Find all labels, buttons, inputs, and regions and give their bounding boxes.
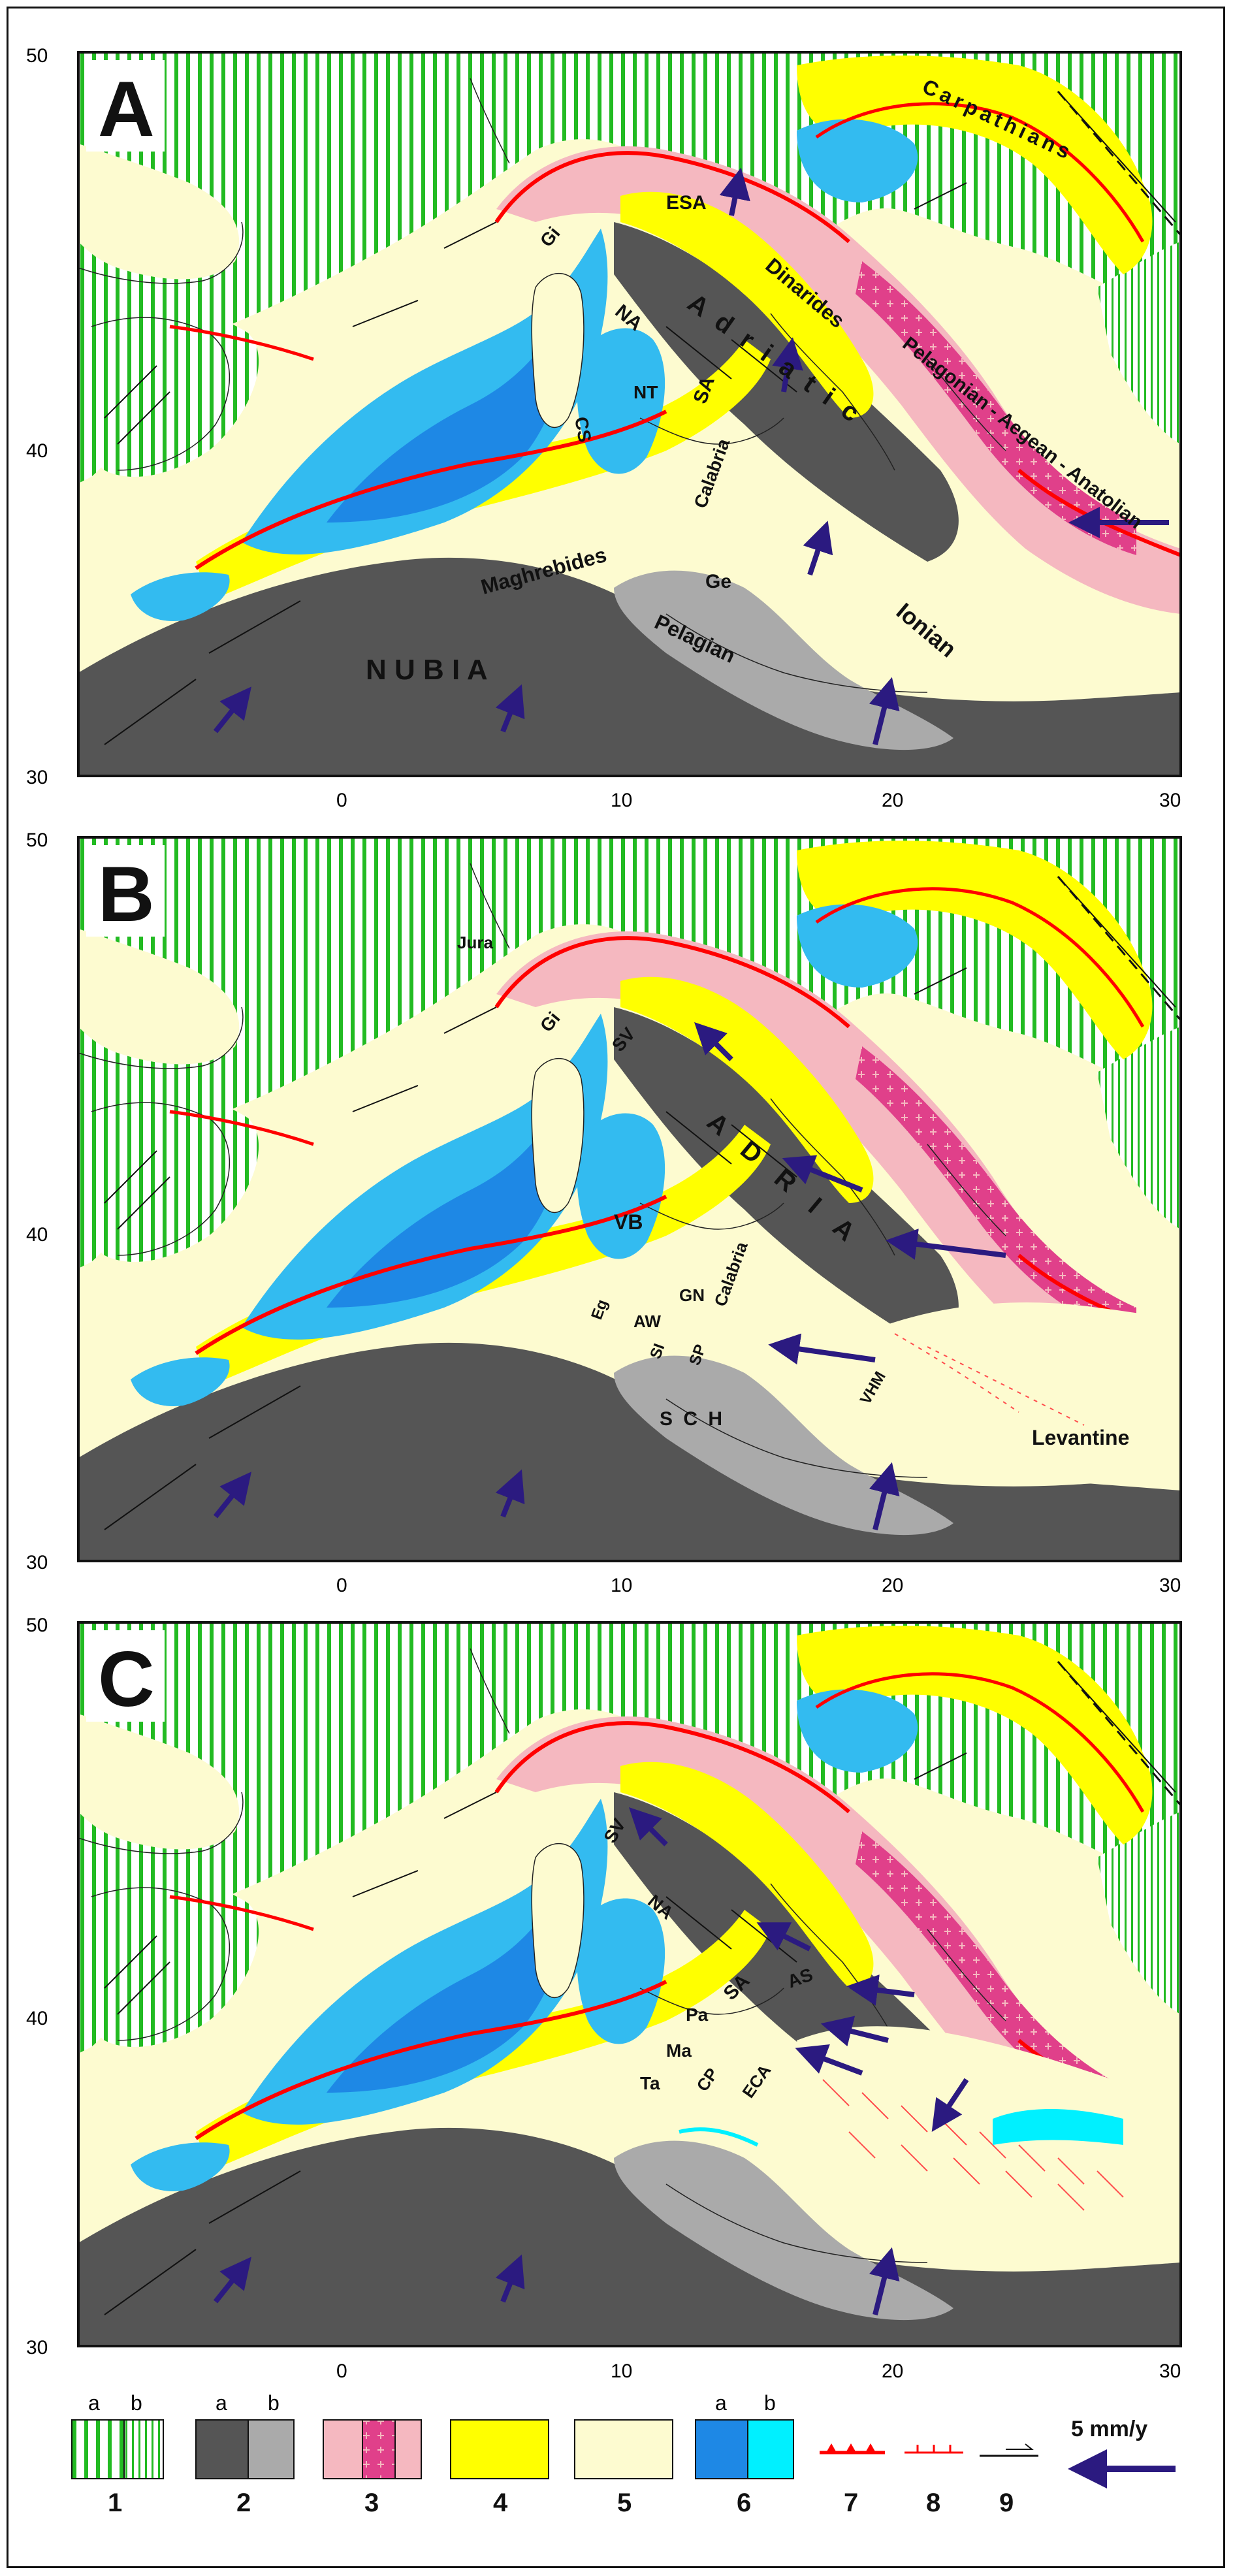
motion-arrows-B <box>213 1022 1006 1530</box>
lat-tick-C-50: 50 <box>26 1615 48 1636</box>
lon-tick-B-30: 30 <box>1159 1575 1181 1596</box>
label-levantine: Levantine <box>1032 1426 1129 1449</box>
axis-B: 50 40 30 0 10 20 30 <box>26 829 1181 1596</box>
label-ge: Ge <box>705 571 731 592</box>
legend-num-9: 9 <box>999 2488 1014 2517</box>
lat-tick-B-30: 30 <box>26 1552 48 1573</box>
legend-item-9: 9 <box>980 2443 1038 2517</box>
lat-tick-C-30: 30 <box>26 2337 48 2359</box>
lon-tick-B-10: 10 <box>611 1575 632 1596</box>
lon-tick-B-20: 20 <box>882 1575 903 1596</box>
axis-A: 50 40 30 0 10 20 30 <box>26 45 1181 811</box>
panel-letter-box-B <box>86 845 165 937</box>
lon-tick-C-10: 10 <box>611 2360 632 2382</box>
legend-item-1: a b 1 <box>71 2391 164 2517</box>
legend-item-5: 5 <box>574 2419 673 2517</box>
panel-C: C SV NA SA AS Pa Ma Ta CP ECA <box>78 1622 1181 2346</box>
label-ta: Ta <box>640 2073 660 2093</box>
label-sch: S C H <box>660 1408 725 1430</box>
motion-arrows-A <box>213 167 1169 745</box>
panel-letter-C: C <box>98 1635 155 1723</box>
legend-item-6: a b 6 <box>695 2391 794 2517</box>
label-vb: VB <box>614 1210 643 1234</box>
velocity-label: 5 mm/y <box>1071 2417 1147 2441</box>
legend-num-6: 6 <box>737 2488 751 2517</box>
legend-num-7: 7 <box>844 2488 858 2517</box>
legend-sub-2a: a <box>216 2391 227 2415</box>
legend-item-8: 8 <box>905 2445 963 2517</box>
lon-tick-A-0: 0 <box>336 790 347 811</box>
legend-num-2: 2 <box>236 2488 251 2517</box>
label-nt: NT <box>633 382 658 402</box>
legend-num-4: 4 <box>493 2488 508 2517</box>
legend-num-5: 5 <box>617 2488 632 2517</box>
label-ma: Ma <box>666 2040 692 2061</box>
lon-tick-C-20: 20 <box>882 2360 903 2382</box>
figure-frame <box>7 7 1225 2568</box>
label-esa: ESA <box>666 192 707 214</box>
legend-item-2: a b 2 <box>195 2391 295 2517</box>
label-jura: Jura <box>457 933 493 952</box>
legend-item-4: 4 <box>450 2419 549 2517</box>
panel-letter-A: A <box>98 65 155 153</box>
lon-tick-A-30: 30 <box>1159 790 1181 811</box>
panel-letter-B: B <box>98 850 155 938</box>
legend-item-3: 3 <box>323 2419 422 2517</box>
lat-tick-B-40: 40 <box>26 1224 48 1246</box>
lat-tick-A-50: 50 <box>26 45 48 67</box>
lon-tick-A-10: 10 <box>611 790 632 811</box>
lat-tick-C-40: 40 <box>26 2008 48 2029</box>
panel-letter-box-A <box>86 60 165 152</box>
legend: a b 1 a b 2 3 4 5 <box>71 2391 1176 2517</box>
panel-A: A Carpathians Dinarides A d r i a t i c … <box>78 52 1181 776</box>
velocity-scale: 5 mm/y <box>1068 2417 1176 2488</box>
lat-tick-A-40: 40 <box>26 440 48 462</box>
legend-num-1: 1 <box>108 2488 122 2517</box>
panel-letter-box-C <box>86 1630 165 1722</box>
label-nubia: N U B I A <box>366 654 488 686</box>
label-aw: AW <box>633 1312 661 1331</box>
motion-arrows-C <box>213 1807 969 2315</box>
legend-sub-2b: b <box>268 2391 280 2415</box>
label-pa: Pa <box>686 2004 709 2025</box>
lat-tick-B-50: 50 <box>26 829 48 851</box>
legend-num-8: 8 <box>926 2488 940 2517</box>
legend-sub-1b: b <box>131 2391 142 2415</box>
lat-tick-A-30: 30 <box>26 767 48 788</box>
panel-B: B Jura Gi SV A D R I A VB Calabria GN AW… <box>78 837 1181 1561</box>
label-cs: CS <box>571 415 595 444</box>
legend-sub-1a: a <box>88 2391 100 2415</box>
legend-num-3: 3 <box>364 2488 379 2517</box>
axis-C: 50 40 30 0 10 20 30 <box>26 1615 1181 2382</box>
label-gn: GN <box>679 1285 705 1305</box>
legend-item-7: 7 <box>820 2443 885 2517</box>
lon-tick-B-0: 0 <box>336 1575 347 1596</box>
legend-sub-6b: b <box>764 2391 776 2415</box>
lon-tick-C-0: 0 <box>336 2360 347 2382</box>
lon-tick-C-30: 30 <box>1159 2360 1181 2382</box>
lon-tick-A-20: 20 <box>882 790 903 811</box>
legend-sub-6a: a <box>715 2391 727 2415</box>
